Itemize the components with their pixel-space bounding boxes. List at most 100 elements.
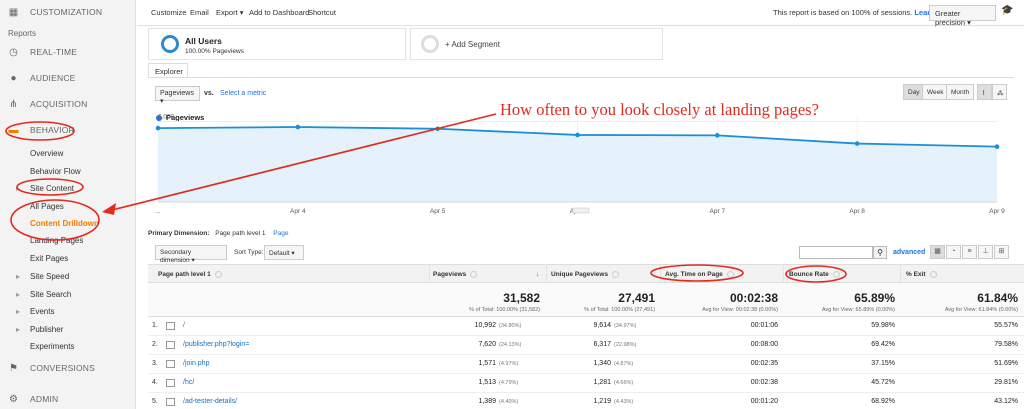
sidebar-item-content-drilldown[interactable]: Content Drilldown xyxy=(30,219,99,228)
sidebar-item-conversions[interactable]: ⚑ CONVERSIONS xyxy=(9,362,96,374)
export-button[interactable]: Export ▾ xyxy=(216,8,244,17)
data-point[interactable] xyxy=(715,133,720,138)
data-point[interactable] xyxy=(295,124,301,130)
graduation-cap-icon[interactable]: 🎓 xyxy=(1001,5,1014,16)
pie-view-icon[interactable]: ◔ xyxy=(946,245,961,259)
table-row[interactable]: 3. /join.php 1,571 (4.97%) 1,340 (4.87%) 00:02… xyxy=(148,355,1024,374)
sidebar-item-overview[interactable]: Overview xyxy=(30,149,64,158)
sidebar-item-site-search[interactable]: Site Search xyxy=(16,290,71,299)
behavior-icon: ▬ xyxy=(8,124,19,136)
metric-select[interactable]: Pageviews ▾ xyxy=(155,86,200,105)
data-point[interactable] xyxy=(435,126,440,132)
sidebar-item-experiments[interactable]: Experiments xyxy=(30,342,75,351)
tab-explorer[interactable]: Explorer xyxy=(148,63,188,78)
table-search-input[interactable] xyxy=(799,246,873,259)
data-view-icon[interactable]: ▦ xyxy=(930,245,945,259)
search-icon[interactable]: ⚲ xyxy=(873,246,887,259)
page-path-link[interactable]: /ad-tester-details/ xyxy=(183,398,238,405)
person-icon: ● xyxy=(10,72,17,84)
sidebar-item-site-speed[interactable]: Site Speed xyxy=(16,272,69,281)
clock-icon: ◷ xyxy=(9,46,18,58)
avg-time-value: 00:08:00 xyxy=(750,341,778,348)
header-bounce-rate[interactable]: Bounce Rate xyxy=(789,271,840,278)
page-path-link[interactable]: / xyxy=(183,322,185,329)
select-metric-link[interactable]: Select a metric xyxy=(220,90,267,97)
comparison-view-icon[interactable]: ⊥ xyxy=(978,245,993,259)
bounce-rate-value: 59.98% xyxy=(871,322,895,329)
sidebar-item-all-pages[interactable]: All Pages xyxy=(30,202,64,211)
x-tick-label: Apr 7 xyxy=(710,208,726,215)
sidebar-item-realtime[interactable]: ◷ REAL-TIME xyxy=(9,46,78,58)
sidebar-item-site-content[interactable]: Site Content xyxy=(16,184,74,193)
sidebar-item-behavior-flow[interactable]: Behavior Flow xyxy=(30,167,81,176)
sort-arrow-icon[interactable]: ↓ xyxy=(536,271,540,278)
secondary-dimension-select[interactable]: Secondary dimension ▾ xyxy=(155,245,227,264)
help-icon[interactable] xyxy=(612,271,620,278)
help-icon[interactable] xyxy=(470,271,478,278)
data-point[interactable] xyxy=(155,125,161,131)
primary-dimension-page-link[interactable]: Page xyxy=(273,230,289,237)
help-icon[interactable] xyxy=(832,271,840,278)
data-point[interactable] xyxy=(994,144,1000,149)
row-expand-icon[interactable] xyxy=(166,360,175,368)
header-unique-pageviews[interactable]: Unique Pageviews xyxy=(551,271,620,278)
header-pageviews[interactable]: Pageviews xyxy=(433,271,478,278)
add-to-dashboard-button[interactable]: Add to Dashboard xyxy=(249,8,310,17)
row-expand-icon[interactable] xyxy=(166,398,175,406)
sidebar-item-acquisition[interactable]: ⋔ ACQUISITION xyxy=(9,98,88,110)
page-path-link[interactable]: /hc/ xyxy=(183,379,195,386)
customize-button[interactable]: Customize xyxy=(151,8,187,17)
advanced-filter-link[interactable]: advanced xyxy=(893,249,926,256)
help-icon[interactable] xyxy=(929,271,937,278)
chart-area xyxy=(157,126,998,203)
performance-view-icon[interactable]: ≡ xyxy=(962,245,977,259)
data-point[interactable] xyxy=(575,132,580,138)
table-row[interactable]: 4. /hc/1,513 (4.79%) 1,281 (4.66%) 00:02:38 45… xyxy=(148,374,1024,393)
row-expand-icon[interactable] xyxy=(166,322,175,330)
help-icon[interactable] xyxy=(726,271,734,278)
month-button[interactable]: Month xyxy=(946,84,975,100)
page-path-link[interactable]: /join.php xyxy=(183,360,210,367)
data-point[interactable] xyxy=(854,141,860,146)
bounce-rate-value: 69.42% xyxy=(871,341,895,348)
row-expand-icon[interactable] xyxy=(166,341,175,349)
page-path-link[interactable]: /publisher.php?login= xyxy=(183,341,250,348)
annotation-text: How often to you look closely at landing… xyxy=(500,100,819,119)
sidebar-item-audience[interactable]: ● AUDIENCE xyxy=(0,72,136,84)
sidebar-item-customization[interactable]: ▦ CUSTOMIZATION xyxy=(8,6,103,18)
segment-all-users[interactable]: All Users 100.00% Pageviews xyxy=(148,28,406,60)
sidebar-item-exit-pages[interactable]: Exit Pages xyxy=(30,254,69,263)
week-button[interactable]: Week xyxy=(922,84,949,100)
unique-pageviews-value: 1,340 xyxy=(593,360,611,367)
sidebar-item-admin[interactable]: ⚙ ADMIN xyxy=(9,393,59,405)
table-row[interactable]: 2. /publisher.php?login= 7,620 (24.13%) 6,31… xyxy=(148,336,1024,355)
pivot-view-icon[interactable]: ⊞ xyxy=(994,245,1009,259)
shortcut-button[interactable]: Shortcut xyxy=(308,8,336,17)
acquisition-icon: ⋔ xyxy=(9,98,18,110)
unique-pageviews-percent: (4.66%) xyxy=(614,380,634,386)
bounce-rate-value: 37.15% xyxy=(871,360,895,367)
header-avg-time[interactable]: Avg. Time on Page xyxy=(665,271,734,278)
sidebar-item-publisher[interactable]: Publisher xyxy=(16,325,64,334)
unique-pageviews-percent: (22.98%) xyxy=(614,342,637,348)
header-page-path[interactable]: Page path level 1 xyxy=(158,271,222,278)
help-icon[interactable] xyxy=(214,271,222,278)
add-segment-button[interactable]: + Add Segment xyxy=(410,28,663,60)
motion-chart-icon[interactable]: ⁂ xyxy=(992,84,1007,100)
precision-select[interactable]: Greater precision ▾ xyxy=(929,5,996,27)
line-chart-icon[interactable]: ⌇ xyxy=(977,84,992,100)
primary-dimension-bar: Primary Dimension: Page path level 1 Pag… xyxy=(148,230,289,237)
sidebar-item-events[interactable]: Events xyxy=(16,307,55,316)
email-button[interactable]: Email xyxy=(190,8,209,17)
sidebar-item-landing-pages[interactable]: Landing Pages xyxy=(30,236,84,245)
y-tick-label: 6,000 xyxy=(158,113,175,120)
table-row[interactable]: 1. / 10,992 (34.80%) 9,614 (34.97%) 00:01:06 59… xyxy=(148,317,1024,336)
chart-resize-handle[interactable] xyxy=(572,207,590,214)
table-row[interactable]: 5. /ad-tester-details/1,389 (4.40%) 1,219 (4… xyxy=(148,393,1024,409)
header-exit[interactable]: % Exit xyxy=(906,271,937,278)
sidebar-item-behavior[interactable]: ▬ BEHAVIOR xyxy=(8,124,75,136)
sort-type-select[interactable]: Default ▾ xyxy=(264,245,304,260)
primary-dimension-active[interactable]: Page path level 1 xyxy=(215,230,266,237)
row-expand-icon[interactable] xyxy=(166,379,175,387)
